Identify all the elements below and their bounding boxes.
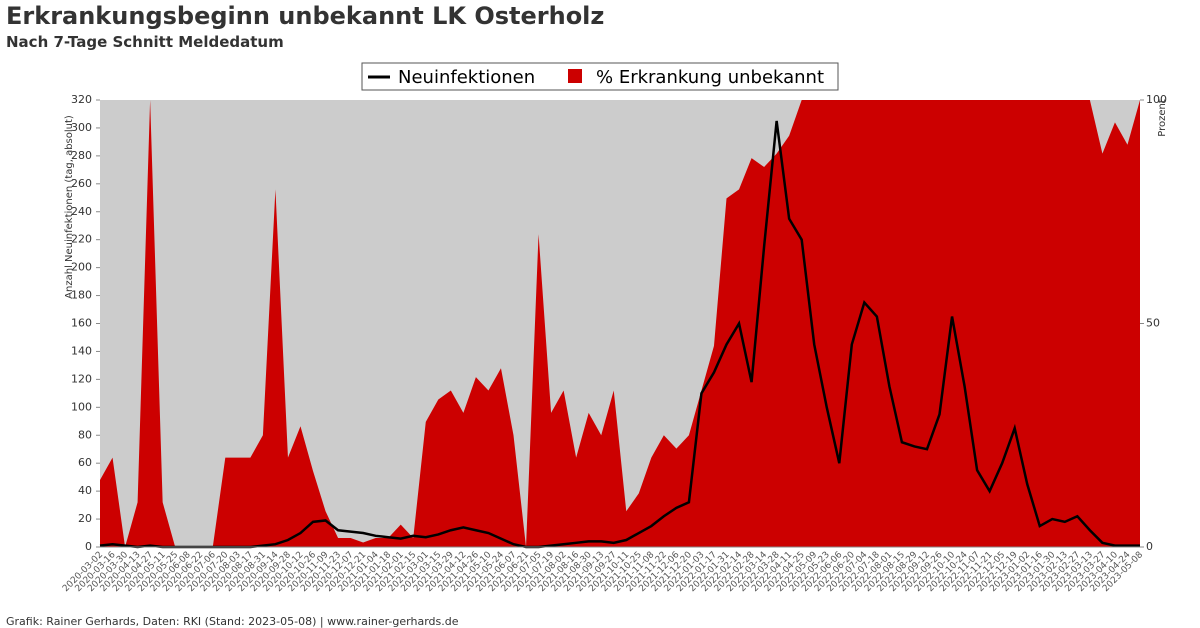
y-tick-label: 80 <box>78 428 92 441</box>
area <box>100 100 1140 547</box>
legend-box <box>361 62 839 91</box>
y2-tick-label: 50 <box>1146 317 1160 330</box>
y2-tick-label: 100 <box>1146 93 1167 106</box>
footer: Grafik: Rainer Gerhards, Daten: RKI (Sta… <box>6 615 459 628</box>
y-tick-label: 140 <box>71 344 92 357</box>
y-tick-label: 160 <box>71 317 92 330</box>
y-tick-label: 40 <box>78 484 92 497</box>
y2-axis-label: Prozent <box>1157 99 1168 137</box>
y-tick-label: 120 <box>71 372 92 385</box>
y2-tick-label: 0 <box>1146 540 1153 553</box>
legend: Neuinfektionen % Erkrankung unbekannt <box>361 62 839 91</box>
y-tick-label: 260 <box>71 177 92 190</box>
y-tick-label: 300 <box>71 121 92 134</box>
y-tick-label: 0 <box>85 540 92 553</box>
y-tick-label: 100 <box>71 400 92 413</box>
y-tick-label: 20 <box>78 512 92 525</box>
legend-swatch <box>568 69 582 83</box>
y-tick-label: 60 <box>78 456 92 469</box>
line <box>99 120 1140 549</box>
chart-title: Erkrankungsbeginn unbekannt LK Osterholz <box>6 2 604 30</box>
y-axis-label: Anzahl Neuinfektionen (tag, absolut) <box>64 115 75 299</box>
y-tick-label: 220 <box>71 233 92 246</box>
y-tick-label: 320 <box>71 93 92 106</box>
y-tick-label: 180 <box>71 289 92 302</box>
y-tick-label: 280 <box>71 149 92 162</box>
y-tick-label: 240 <box>71 205 92 218</box>
y-tick-label: 200 <box>71 261 92 274</box>
legend-label: % Erkrankung unbekannt <box>596 67 824 88</box>
chart-subtitle: Nach 7-Tage Schnitt Meldedatum <box>6 33 284 51</box>
legend-label: Neuinfektionen <box>398 67 535 88</box>
